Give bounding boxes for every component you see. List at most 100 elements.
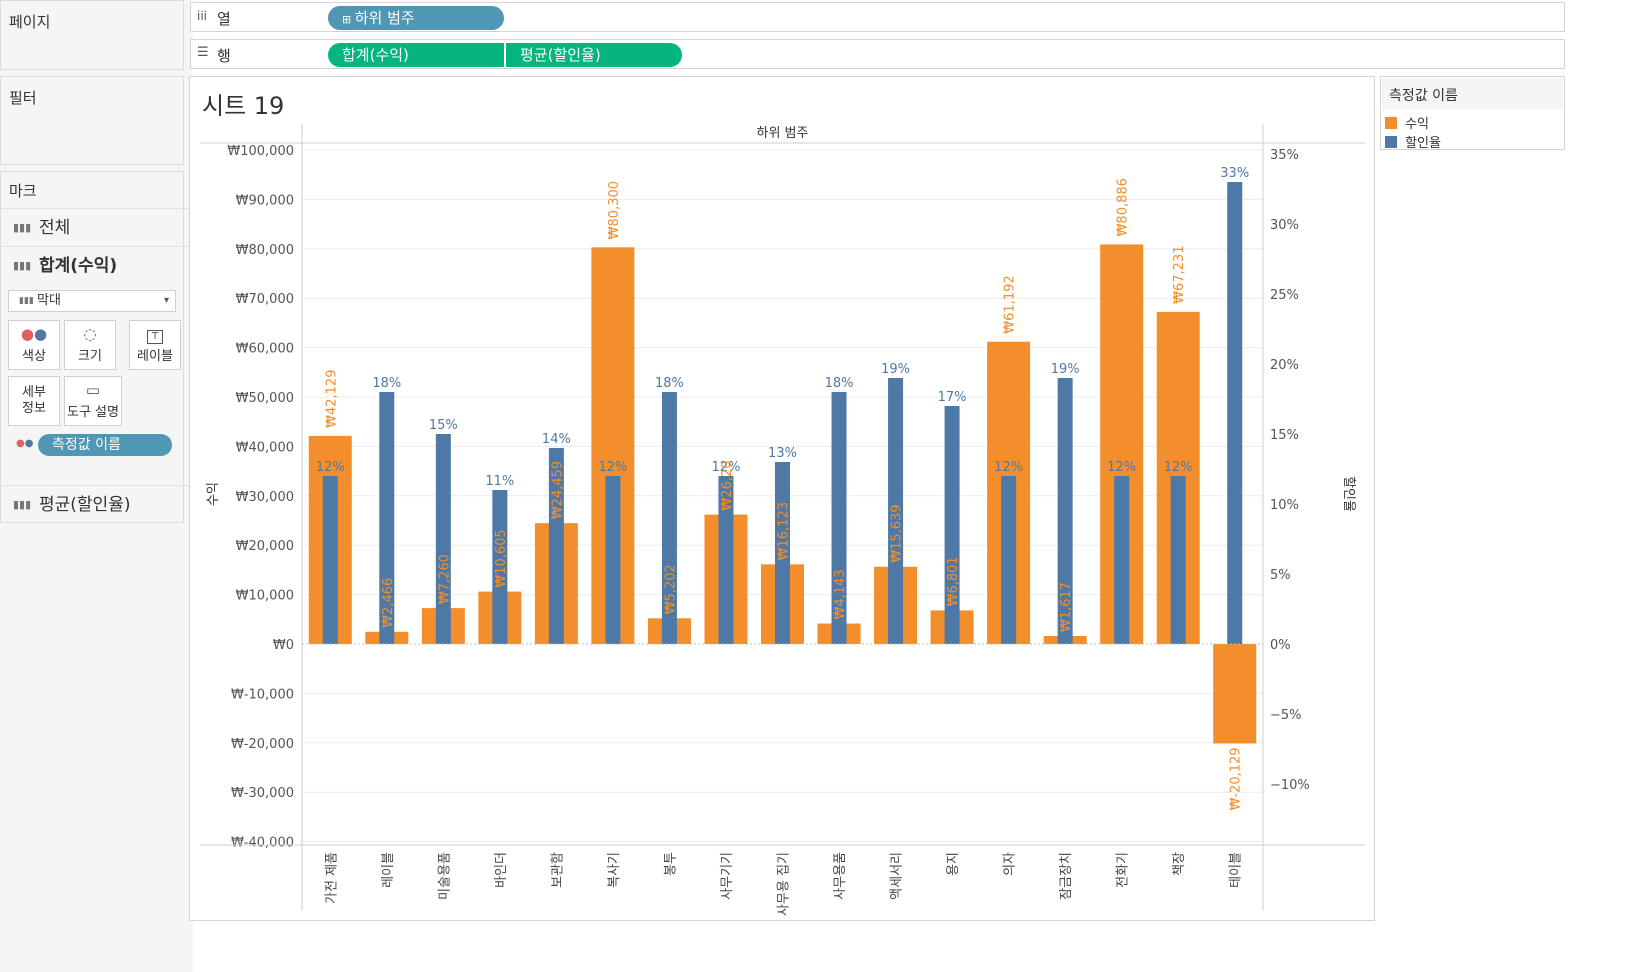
data-label-discount: 18% bbox=[825, 376, 854, 391]
mark-type-select[interactable]: ▮▮▮ 막대 ▾ bbox=[8, 290, 176, 312]
y-tick-label: ₩30,000 bbox=[236, 490, 294, 505]
x-tick-label: 사무용 집기 bbox=[777, 852, 792, 916]
data-label-discount: 12% bbox=[598, 460, 627, 475]
pages-panel[interactable]: 페이지 bbox=[0, 0, 184, 70]
x-tick-label: 의자 bbox=[1003, 852, 1018, 876]
tooltip-button[interactable]: ▭ 도구 설명 bbox=[64, 376, 122, 426]
bar-discount bbox=[1227, 182, 1243, 644]
data-label-profit: ₩80,300 bbox=[607, 181, 622, 239]
discount-avg-pill[interactable]: 평균(할인율) bbox=[506, 43, 682, 67]
data-label-discount: 11% bbox=[485, 474, 514, 489]
legend-item-profit[interactable]: 수익 bbox=[1385, 113, 1429, 132]
data-label-profit: ₩10,605 bbox=[494, 529, 509, 587]
y-tick-label: ₩40,000 bbox=[236, 440, 294, 455]
y-tick-label: ₩-20,000 bbox=[231, 737, 294, 752]
bar-chart-icon: ▮▮▮ bbox=[13, 221, 32, 234]
y-tick-label: ₩10,000 bbox=[236, 589, 294, 604]
legend-item-discount[interactable]: 할인율 bbox=[1385, 132, 1441, 151]
data-label-profit: ₩80,886 bbox=[1116, 178, 1131, 236]
bar-discount bbox=[661, 392, 677, 644]
x-tick-label: 봉투 bbox=[663, 852, 678, 876]
bar-chart-icon: ▮▮▮ bbox=[19, 296, 34, 306]
columns-icon: iii bbox=[197, 9, 208, 23]
bar-discount bbox=[492, 490, 508, 644]
y-tick-label: ₩80,000 bbox=[236, 243, 294, 258]
y-tick-label: ₩50,000 bbox=[236, 391, 294, 406]
data-label-profit: ₩1,617 bbox=[1059, 582, 1074, 632]
legend-swatch-profit bbox=[1385, 117, 1397, 129]
bar-chart-icon: ▮▮▮ bbox=[13, 498, 32, 511]
marks-label: 마크 bbox=[9, 182, 37, 200]
y2-tick-label: −5% bbox=[1270, 708, 1302, 723]
legend-title: 측정값 이름 bbox=[1389, 88, 1458, 104]
data-label-discount: 14% bbox=[542, 432, 571, 447]
filters-panel[interactable]: 필터 bbox=[0, 76, 184, 165]
marks-row-discount[interactable]: ▮▮▮ 평균(할인율) bbox=[1, 485, 194, 523]
x-tick-label: 복사기 bbox=[607, 852, 622, 888]
data-label-discount: 15% bbox=[429, 418, 458, 433]
bar-discount bbox=[1170, 476, 1186, 644]
x-tick-label: 책장 bbox=[1172, 852, 1187, 876]
data-label-discount: 12% bbox=[712, 460, 741, 475]
y-tick-label: ₩-10,000 bbox=[231, 687, 294, 702]
x-tick-label: 레이블 bbox=[381, 852, 396, 888]
x-tick-label: 테이블 bbox=[1229, 852, 1244, 888]
y2-tick-label: −10% bbox=[1270, 778, 1310, 793]
bar-discount bbox=[1001, 476, 1017, 644]
data-label-profit: ₩61,192 bbox=[1003, 275, 1018, 333]
size-button[interactable]: ◌ 크기 bbox=[64, 320, 116, 370]
data-label-discount: 12% bbox=[994, 460, 1023, 475]
y-tick-label: ₩-30,000 bbox=[231, 786, 294, 801]
bar-discount bbox=[718, 476, 734, 644]
data-label-discount: 19% bbox=[881, 362, 910, 377]
bar-discount bbox=[944, 406, 960, 644]
marks-row-profit[interactable]: ▮▮▮ 합계(수익) bbox=[1, 246, 194, 284]
filters-label: 필터 bbox=[9, 89, 37, 107]
measure-names-pill[interactable]: 측정값 이름 bbox=[38, 434, 172, 456]
y2-tick-label: 30% bbox=[1270, 218, 1299, 233]
marks-row-all[interactable]: ▮▮▮ 전체 bbox=[1, 208, 194, 246]
sheet-title: 시트 19 bbox=[202, 92, 285, 120]
data-label-profit: ₩26,20 bbox=[720, 460, 735, 510]
bar-discount bbox=[322, 476, 338, 644]
data-label-profit: ₩5,202 bbox=[663, 564, 678, 614]
y-tick-label: ₩0 bbox=[273, 638, 294, 653]
bar-discount bbox=[888, 378, 904, 644]
pages-label: 페이지 bbox=[9, 13, 51, 31]
bar-discount bbox=[831, 392, 847, 644]
data-label-profit: ₩67,231 bbox=[1172, 246, 1187, 304]
y-tick-label: ₩100,000 bbox=[227, 144, 294, 159]
y2-tick-label: 20% bbox=[1270, 358, 1299, 373]
data-label-profit: ₩16,123 bbox=[777, 502, 792, 560]
columns-shelf[interactable]: iii 열 ⊞ 하위 범주 bbox=[190, 2, 1565, 32]
data-label-discount: 12% bbox=[316, 460, 345, 475]
marks-row-discount-label: 평균(할인율) bbox=[39, 495, 131, 515]
y-tick-label: ₩70,000 bbox=[236, 292, 294, 307]
data-label-discount: 19% bbox=[1051, 362, 1080, 377]
columns-label: 열 bbox=[217, 10, 231, 28]
subcategory-pill[interactable]: ⊞ 하위 범주 bbox=[328, 6, 504, 30]
y-axis-title: 수익 bbox=[206, 482, 221, 506]
rows-label: 행 bbox=[217, 47, 231, 65]
label-icon: T bbox=[130, 321, 180, 345]
rows-shelf[interactable]: ☰ 행 합계(수익) 평균(할인율) bbox=[190, 39, 1565, 69]
tooltip-icon: ▭ bbox=[85, 381, 101, 399]
data-label-profit: ₩6,801 bbox=[946, 556, 961, 606]
data-label-profit: ₩4,143 bbox=[833, 569, 848, 619]
color-button[interactable]: ●● 색상 bbox=[8, 320, 60, 370]
x-tick-label: 가전 제품 bbox=[324, 852, 339, 904]
color-button-label: 색상 bbox=[22, 349, 46, 364]
x-tick-label: 잠금장치 bbox=[1059, 852, 1074, 900]
bar-discount bbox=[1057, 378, 1073, 644]
x-tick-label: 전화기 bbox=[1116, 852, 1131, 888]
y2-tick-label: 25% bbox=[1270, 288, 1299, 303]
detail-button[interactable]: 세부 정보 bbox=[8, 376, 60, 426]
x-tick-label: 사무기기 bbox=[720, 852, 735, 900]
profit-sum-pill[interactable]: 합계(수익) bbox=[328, 43, 504, 67]
color-dots-icon: ●● bbox=[16, 438, 34, 449]
tooltip-button-label: 도구 설명 bbox=[67, 405, 119, 420]
label-button[interactable]: T 레이블 bbox=[129, 320, 181, 370]
y-tick-label: ₩60,000 bbox=[236, 342, 294, 357]
bar-chart-icon: ▮▮▮ bbox=[13, 259, 32, 272]
y-tick-label: ₩90,000 bbox=[236, 193, 294, 208]
